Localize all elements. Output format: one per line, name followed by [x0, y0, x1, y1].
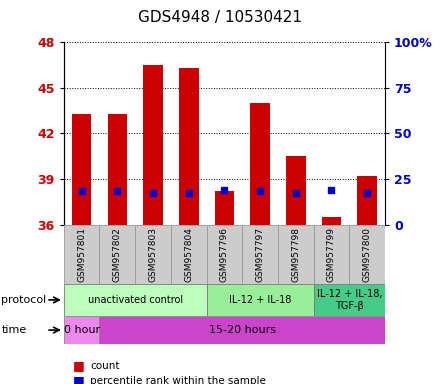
Text: GSM957796: GSM957796: [220, 227, 229, 282]
Bar: [357, 176, 377, 225]
Text: GSM957803: GSM957803: [149, 227, 158, 282]
Bar: [107, 114, 127, 225]
Text: 0 hour: 0 hour: [64, 325, 100, 335]
Bar: [64, 225, 99, 284]
Bar: [135, 225, 171, 284]
Bar: [349, 225, 385, 284]
Text: GSM957797: GSM957797: [256, 227, 264, 282]
Bar: [64, 316, 99, 344]
Text: count: count: [90, 361, 120, 371]
Text: 15-20 hours: 15-20 hours: [209, 325, 276, 335]
Bar: [215, 191, 234, 225]
Bar: [286, 156, 306, 225]
Bar: [171, 225, 206, 284]
Text: ■: ■: [73, 374, 84, 384]
Text: IL-12 + IL-18,
TGF-β: IL-12 + IL-18, TGF-β: [316, 289, 382, 311]
Bar: [206, 225, 242, 284]
Bar: [64, 284, 206, 316]
Bar: [322, 217, 341, 225]
Bar: [314, 225, 349, 284]
Text: IL-12 + IL-18: IL-12 + IL-18: [229, 295, 291, 305]
Bar: [250, 103, 270, 225]
Text: protocol: protocol: [1, 295, 47, 305]
Text: GSM957801: GSM957801: [77, 227, 86, 282]
Text: time: time: [1, 325, 26, 335]
Bar: [179, 68, 198, 225]
Text: ■: ■: [73, 359, 84, 372]
Text: GSM957800: GSM957800: [363, 227, 372, 282]
Text: GDS4948 / 10530421: GDS4948 / 10530421: [138, 10, 302, 25]
Text: GSM957802: GSM957802: [113, 227, 122, 282]
Text: GSM957798: GSM957798: [291, 227, 300, 282]
Bar: [99, 316, 385, 344]
Text: GSM957799: GSM957799: [327, 227, 336, 282]
Text: GSM957804: GSM957804: [184, 227, 193, 282]
Bar: [242, 225, 278, 284]
Bar: [143, 65, 163, 225]
Text: unactivated control: unactivated control: [88, 295, 183, 305]
Bar: [278, 225, 314, 284]
Bar: [99, 225, 135, 284]
Bar: [314, 284, 385, 316]
Bar: [72, 114, 92, 225]
Bar: [206, 284, 314, 316]
Text: percentile rank within the sample: percentile rank within the sample: [90, 376, 266, 384]
